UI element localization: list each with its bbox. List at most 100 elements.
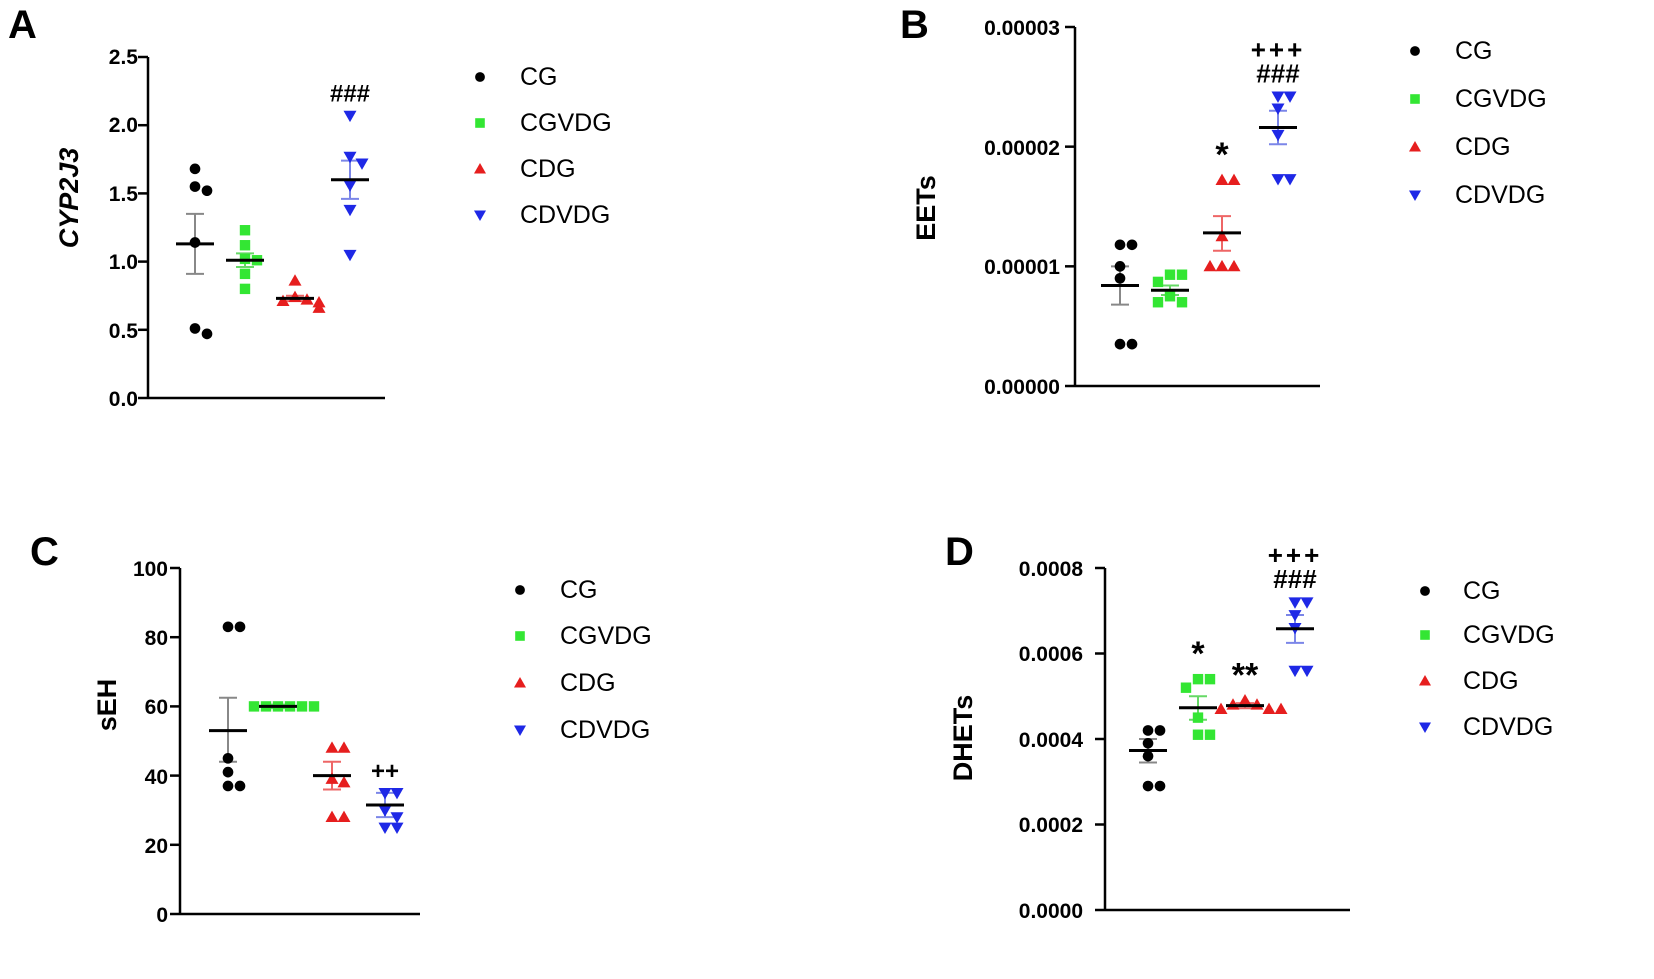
y-tick-label: 0.5 [109,320,139,343]
y-tick-label: 0.00000 [984,376,1060,399]
legend-marker-cdvdg [1409,190,1421,201]
data-point-cdg [1274,702,1288,714]
legend-marker-cgvdg [475,118,485,128]
legend-label: CDVDG [1455,181,1545,209]
data-point-cgvdg [1176,269,1188,280]
data-point-cdvdg [1300,665,1314,678]
y-tick-label: 2.0 [109,114,138,137]
y-tick-label: 0.0002 [1019,814,1083,837]
data-point-cdvdg [390,822,404,834]
legend-label: CDG [1463,667,1519,695]
y-axis-label-d: DHETs [948,695,978,782]
data-point-cg [1154,725,1166,736]
data-point-cgvdg [1152,297,1164,308]
data-point-cgvdg [1176,297,1188,308]
data-point-cgvdg [239,240,251,251]
data-point-cdg [1227,259,1241,272]
significance-annotation: ### [1273,564,1317,594]
y-tick-label: 1.5 [109,183,139,206]
data-point-cdvdg [390,788,404,800]
data-point-cdvdg [390,812,404,824]
legend-d: CG CGVDG CDG CDVDG [1463,577,1555,741]
data-point-cdg [337,776,351,788]
data-point-cgvdg [239,225,251,236]
legend-marker-cg [1420,586,1430,596]
data-point-cg [1126,338,1138,350]
data-point-cg [1126,239,1138,251]
significance-annotation: ### [330,81,370,108]
legend-label: CDG [520,155,576,183]
legend-a: CG CGVDG CDG CDVDG [520,63,612,229]
data-point-cdvdg [343,249,357,262]
legend-label: CDG [1455,133,1511,161]
legend-marker-cdg [514,677,526,688]
data-point-cgvdg [1164,269,1176,280]
legend-marker-cdvdg [514,725,526,736]
data-point-cg [234,780,246,792]
y-tick-label: 0 [156,904,168,927]
data-point-cgvdg [296,701,308,712]
data-point-cdvdg [1283,91,1297,103]
data-point-cgvdg [1204,729,1216,740]
panel-b-marks: * ###+++ [1065,25,1421,388]
data-point-cdg [1238,694,1252,706]
panel-c: C sEH 0 20 40 60 80 100 CG CGVDG CDG CDV… [30,530,652,927]
legend-marker-cgvdg [1420,630,1430,640]
legend-label: CG [1463,577,1501,605]
data-point-cdg [1215,259,1229,272]
data-point-cg [222,780,234,792]
data-point-cdvdg [355,158,369,170]
significance-annotation-top: +++ [1251,34,1306,64]
panel-a-marks: ### [138,55,486,400]
data-point-cdvdg [1288,597,1302,609]
data-point-cdg [1227,173,1241,186]
panel-letter-d: D [945,530,974,574]
legend-label: CGVDG [520,109,612,137]
panel-d: D DHETs 0.0000 0.0002 0.0004 0.0006 0.00… [945,530,1555,923]
y-tick-label: 80 [145,627,168,650]
y-tick-label: 0.0 [109,388,138,411]
data-point-cdvdg [343,204,357,217]
legend-marker-cg [1410,46,1420,56]
y-ticks-b: 0.00000 0.00001 0.00002 0.00003 [984,17,1060,399]
data-point-cdg [325,810,339,822]
data-point-cdvdg [1271,129,1285,142]
data-point-cdvdg [378,805,392,817]
chart-marks: ###*###+++++***###+++ [138,25,1431,916]
y-ticks-a: 0.0 0.5 1.0 1.5 2.0 2.5 [109,46,139,411]
y-axis-label-a: CYP2J3 [54,148,84,249]
legend-c: CG CGVDG CDG CDVDG [560,576,652,744]
data-point-cg [189,323,201,334]
legend-marker-cdvdg [1419,722,1431,733]
data-point-cdvdg [378,822,392,834]
panel-letter-b: B [900,3,929,47]
y-tick-label: 2.5 [109,46,139,69]
data-point-cdvdg [1300,597,1314,609]
data-point-cg [201,185,213,197]
data-point-cdg [1215,173,1229,186]
data-point-cdg [1214,702,1228,714]
data-point-cdg [312,301,326,313]
significance-annotation: ** [1232,657,1259,695]
y-tick-label: 20 [145,835,168,858]
data-point-cdvdg [343,110,357,123]
legend-b: CG CGVDG CDG CDVDG [1455,37,1547,209]
data-point-cg [222,752,234,764]
panel-d-marks: ***###+++ [1095,540,1431,912]
legend-marker-cg [515,585,525,595]
y-axis-label-c: sEH [92,679,122,732]
data-point-cg [201,328,213,340]
data-point-cg [1142,750,1154,762]
data-point-cdvdg [1283,174,1297,186]
data-point-cdvdg [343,151,357,164]
y-axis-label-b: EETs [911,175,941,241]
data-point-cgvdg [308,701,320,712]
data-point-cdg [325,772,339,784]
data-point-cg [234,621,246,633]
data-point-cg [1114,338,1126,350]
data-point-cg [1114,261,1126,272]
panel-letter-a: A [8,3,37,47]
data-point-cgvdg [1192,729,1204,740]
data-point-cg [1142,737,1154,749]
